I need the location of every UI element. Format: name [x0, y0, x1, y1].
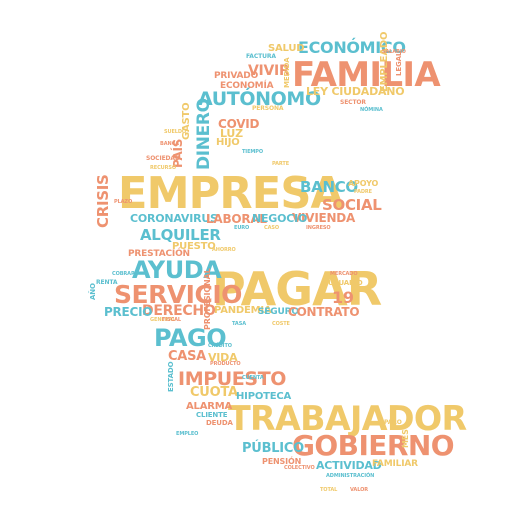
word-negocio: NEGOCIO	[252, 212, 308, 225]
word-mercado: MERCADO	[330, 271, 358, 277]
word-persona: PERSONA	[252, 105, 284, 112]
word-cuota: CUOTA	[190, 385, 238, 400]
word-coste: COSTE	[272, 321, 290, 327]
word-empresa: EMPRESA	[118, 168, 344, 219]
word-parte: PARTE	[272, 161, 290, 167]
word-credito: CRÉDITO	[208, 343, 232, 349]
word-renta: RENTA	[96, 279, 118, 286]
word-casa: CASA	[168, 349, 206, 364]
word-caso: CASO	[264, 225, 279, 231]
word-ingreso: INGRESO	[306, 225, 331, 231]
word-ley-ciudadano: LEY CIUDADANO	[306, 85, 405, 98]
word-total: TOTAL	[320, 487, 338, 493]
word-tiempo: TIEMPO	[242, 149, 263, 155]
word-prestacion: PRESTACIÓN	[128, 249, 190, 259]
word-deuda: DEUDA	[206, 419, 233, 427]
word-seguro: SEGURO	[258, 307, 299, 317]
word-derecho: DERECHO	[142, 303, 216, 319]
word-contrato: CONTRATO	[288, 305, 360, 319]
word-luz: LUZ	[220, 127, 243, 140]
word-servicio: SERVICIO	[114, 280, 242, 309]
word-economico: ECONÓMICO	[298, 38, 406, 57]
word-paro: PARO	[384, 419, 402, 426]
word-fiscal: FISCAL	[162, 317, 182, 323]
word-estado: ESTADO	[167, 361, 175, 392]
word-vivir: VIVIR	[248, 63, 290, 79]
word-alquiler: ALQUILER	[140, 226, 221, 244]
word-euro: EURO	[234, 225, 250, 231]
word-hijo: HIJO	[216, 137, 240, 148]
word-plazo: PLAZO	[114, 199, 133, 205]
word-profesional: PROFESIONAL	[203, 268, 212, 330]
word-mes: MES	[401, 429, 410, 448]
word-padre: PADRE	[354, 189, 372, 195]
word-administracion: ADMINISTRACIÓN	[326, 473, 375, 479]
word-vivienda: VIVIENDA	[292, 211, 356, 225]
word-impuesto: IMPUESTO	[178, 368, 287, 390]
word-ayuda: AYUDA	[132, 256, 222, 284]
word-empleo: EMPLEO	[176, 431, 199, 437]
word-usuario: USUARIO	[328, 279, 363, 287]
word-trabajador: TRABAJADOR	[228, 399, 467, 439]
word-recurso: RECURSO	[150, 165, 176, 171]
word-producto: PRODUCTO	[210, 361, 241, 367]
word-valor: VALOR	[350, 487, 369, 493]
word-pagar: PAGAR	[212, 262, 382, 316]
word-salario: SALARIO	[382, 49, 406, 55]
word-nomina: NÓMINA	[360, 107, 383, 113]
word-empleado: EMPLEADO	[379, 31, 390, 92]
word-sueldo: SUELDO	[164, 129, 187, 135]
word-factura: FACTURA	[246, 53, 276, 60]
word-banco: BANCO	[300, 178, 358, 196]
word-salud: SALUD	[268, 43, 305, 54]
word-cobrar: COBRAR	[112, 271, 135, 277]
word-cuenta: CUENTA	[242, 375, 264, 381]
word-apoyo: APOYO	[348, 179, 379, 188]
word-medida: MEDIDA	[283, 57, 291, 88]
word-alarma: ALARMA	[186, 401, 233, 412]
word-sociedad: SOCIEDAD	[146, 155, 180, 162]
word-legal: LEGAL	[395, 51, 403, 76]
word-social: SOCIAL	[322, 196, 382, 214]
word-gobierno: GOBIERNO	[292, 429, 455, 462]
word-coronavirus: CORONAVIRUS	[130, 212, 218, 225]
word-pension: PENSIÓN	[262, 457, 302, 466]
word-actividad: ACTIVIDAD	[316, 459, 382, 472]
word-cliente: CLIENTE	[196, 411, 228, 419]
word-pago: PAGO	[154, 324, 227, 352]
word-precio: PRECIO	[104, 305, 153, 319]
word-familia: FAMILIA	[292, 55, 441, 95]
word-laboral: LABORAL	[206, 212, 267, 226]
word-general: GENERAL	[150, 317, 176, 323]
word-privado: PRIVADO	[214, 71, 259, 81]
word-covid: COVID	[218, 117, 260, 131]
word-sector: SECTOR	[340, 99, 366, 106]
word-hipoteca: HIPOTECA	[236, 391, 292, 402]
word-publico: PÚBLICO	[242, 441, 304, 456]
word-banca: BANCA	[160, 141, 179, 147]
word-pandemia: PANDEMIA	[214, 305, 272, 316]
word-dinero: DINERO	[194, 98, 214, 170]
word-19: 19	[332, 288, 354, 307]
word-crisis: CRISIS	[94, 174, 112, 228]
word-vida: VIDA	[208, 351, 238, 364]
word-tasa: TASA	[232, 321, 246, 327]
word-ahorro: AHORRO	[212, 247, 236, 253]
word-autonomo: AUTÓNOMO	[198, 88, 321, 110]
word-colectivo: COLECTIVO	[284, 465, 315, 471]
word-familiar: FAMILIAR	[372, 459, 418, 469]
word-economia: ECONOMÍA	[220, 81, 274, 91]
word-puesto: PUESTO	[172, 241, 216, 252]
